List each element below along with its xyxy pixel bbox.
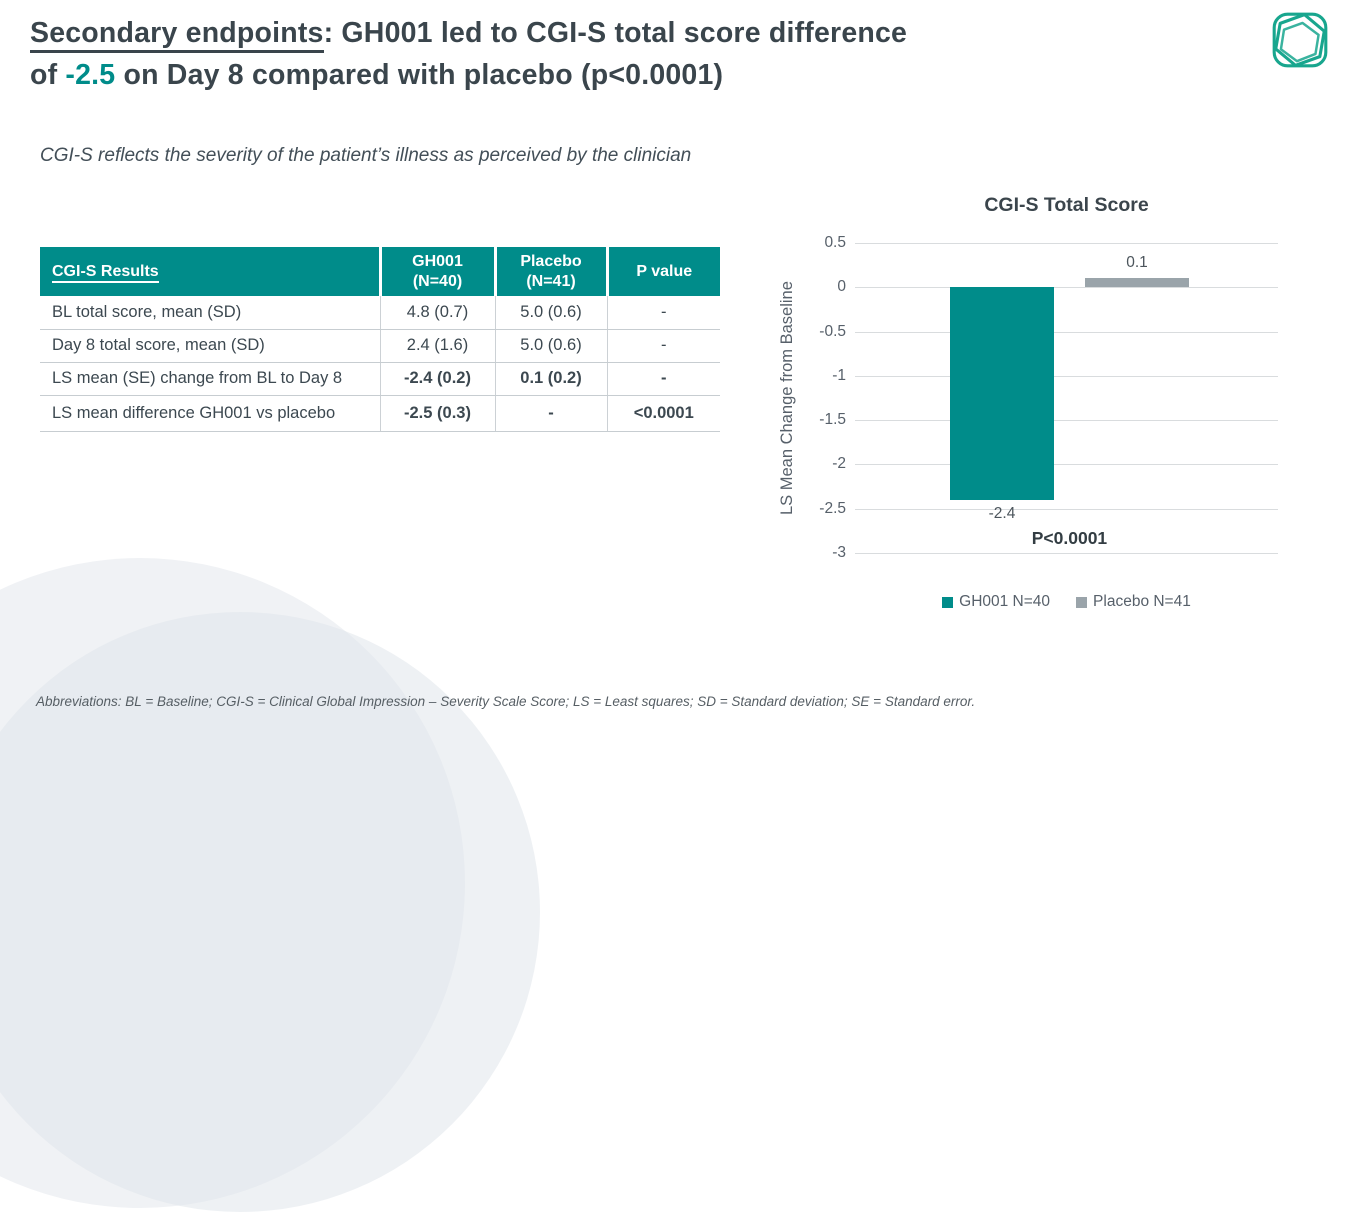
row-label-cell: Day 8 total score, mean (SD) — [40, 329, 381, 363]
bar-value-label: 0.1 — [1126, 254, 1148, 272]
gridline — [855, 508, 1278, 510]
table-header-text: CGI-S Results — [52, 262, 159, 283]
y-tick-label: -1.5 — [819, 411, 846, 429]
table-header-text: (N=40) — [412, 272, 463, 290]
chart-title: CGI-S Total Score — [984, 194, 1149, 216]
gridline — [855, 464, 1278, 466]
row-value-cell: - — [607, 329, 720, 363]
table-row: Day 8 total score, mean (SD) 2.4 (1.6) 5.0… — [40, 329, 720, 363]
table-header-text: (N=41) — [526, 272, 576, 290]
title-line2-suffix: on Day 8 compared with placebo (p<0.0001… — [115, 59, 724, 91]
bar-value-label: -2.4 — [988, 504, 1016, 522]
row-value-cell: 5.0 (0.6) — [495, 296, 608, 330]
chart-legend: GH001 N=40 Placebo N=41 — [855, 593, 1278, 611]
row-value-cell: 0.1 (0.2) — [495, 362, 608, 396]
y-axis-title: LS Mean Change from Baseline — [778, 281, 796, 515]
title-rest-line1: : GH001 led to CGI-S total score differe… — [323, 17, 908, 49]
bar-gh001 — [950, 287, 1054, 500]
y-tick-label: 0 — [837, 278, 846, 296]
table-header-row: CGI-S Results GH001 (N=40) Placebo (N=41) P v… — [40, 247, 720, 296]
gridline — [855, 553, 1278, 554]
legend-swatch-icon — [1076, 596, 1088, 608]
y-tick-label: -2.5 — [819, 499, 846, 517]
table-row: LS mean (SE) change from BL to Day 8 -2.4… — [40, 362, 720, 396]
table-header-text: GH001 — [412, 252, 463, 270]
row-value-cell: <0.0001 — [607, 395, 720, 432]
slide-subtitle: CGI-S reflects the severity of the patie… — [40, 145, 692, 166]
row-value-cell: 5.0 (0.6) — [495, 329, 608, 363]
row-value-cell: - — [607, 362, 720, 396]
row-label-cell: LS mean (SE) change from BL to Day 8 — [40, 362, 381, 396]
plot-area: P<0.0001 0.5 0 -0.5 -1 -1.5 -2 -2.5 -3 -2.4 0.1 — [819, 234, 1278, 561]
slide-title: Secondary endpoints: GH001 led to CGI-S … — [30, 12, 1210, 96]
title-line2-prefix: of — [30, 59, 66, 91]
gridline — [855, 331, 1278, 333]
gridline — [855, 287, 1278, 289]
bar-placebo — [1085, 278, 1189, 288]
row-value-cell: - — [495, 395, 608, 432]
table-header-cell: CGI-S Results — [40, 247, 382, 296]
table-header-text: P value — [636, 262, 693, 280]
table-header-cell: P value — [607, 247, 720, 296]
table-header-text: Placebo — [520, 252, 582, 270]
row-value-cell: 4.8 (0.7) — [380, 296, 496, 330]
row-value-cell: -2.5 (0.3) — [380, 395, 496, 432]
y-tick-label: -1 — [832, 366, 846, 384]
cgis-total-score-chart: CGI-S Total Score LS Mean Change from Ba… — [760, 190, 1335, 620]
gridline — [855, 375, 1278, 377]
table-row: LS mean difference GH001 vs placebo -2.5 … — [40, 395, 720, 432]
cgis-results-table: CGI-S Results GH001 (N=40) Placebo (N=41) P v… — [40, 247, 720, 432]
legend-label: GH001 N=40 — [959, 593, 1051, 610]
table-header-cell: Placebo (N=41) — [495, 247, 609, 296]
row-value-cell: 2.4 (1.6) — [380, 329, 496, 363]
y-tick-label: 0.5 — [824, 234, 846, 251]
y-tick-label: -3 — [832, 544, 846, 561]
y-tick-label: -0.5 — [819, 322, 846, 340]
gridline — [855, 420, 1278, 422]
row-value-cell: -2.4 (0.2) — [380, 362, 496, 396]
p-value-annotation: P<0.0001 — [1031, 528, 1108, 548]
title-underlined-text: Secondary endpoints — [30, 17, 324, 53]
row-label-cell: LS mean difference GH001 vs placebo — [40, 395, 381, 432]
legend-swatch-icon — [942, 596, 954, 608]
title-highlight-value: -2.5 — [65, 59, 116, 91]
legend-label: Placebo N=41 — [1093, 593, 1191, 610]
y-tick-label: -2 — [832, 455, 846, 473]
row-value-cell: - — [607, 296, 720, 330]
legend-item: Placebo N=41 — [1076, 593, 1191, 611]
abbreviations-footnote: Abbreviations: BL = Baseline; CGI-S = Cl… — [36, 694, 976, 709]
table-row: BL total score, mean (SD) 4.8 (0.7) 5.0 (0… — [40, 296, 720, 330]
row-label-cell: BL total score, mean (SD) — [40, 296, 381, 330]
gridline — [855, 243, 1278, 244]
table-header-cell: GH001 (N=40) — [380, 247, 497, 296]
company-logo-icon — [1268, 8, 1332, 72]
legend-item: GH001 N=40 — [942, 593, 1050, 611]
